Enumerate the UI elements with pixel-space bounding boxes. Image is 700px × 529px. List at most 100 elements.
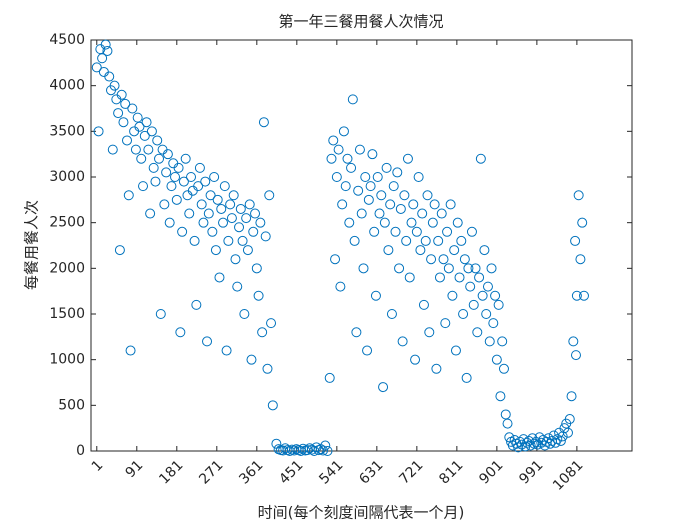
y-tick-label: 1000 — [49, 352, 85, 368]
data-point — [504, 432, 515, 443]
data-point — [577, 217, 588, 228]
data-point — [427, 217, 438, 228]
data-point — [362, 345, 373, 356]
data-point — [440, 318, 451, 329]
data-point — [490, 290, 501, 301]
y-tick-label: 2000 — [49, 260, 85, 276]
data-point — [411, 226, 422, 237]
data-point — [173, 162, 184, 173]
data-point — [420, 235, 431, 246]
y-axis-label: 每餐用餐人次 — [23, 200, 41, 290]
data-point — [342, 153, 353, 164]
data-point — [413, 172, 424, 182]
data-point — [230, 254, 241, 265]
data-point — [216, 203, 227, 214]
data-point — [399, 190, 410, 201]
data-point — [386, 309, 397, 319]
data-point — [138, 181, 149, 192]
data-point — [383, 245, 394, 256]
data-point — [376, 190, 387, 201]
data-point — [324, 372, 335, 383]
data-point — [450, 345, 461, 356]
data-point — [397, 336, 408, 347]
data-point — [221, 345, 232, 356]
data-point — [244, 199, 255, 210]
data-point — [434, 272, 445, 283]
data-point — [122, 135, 133, 146]
data-point — [113, 108, 124, 119]
data-point — [302, 445, 313, 456]
data-point — [205, 190, 216, 201]
data-point — [234, 222, 245, 233]
data-point — [566, 391, 577, 402]
data-point — [180, 153, 191, 164]
data-point — [198, 217, 209, 228]
data-point — [466, 226, 477, 237]
data-point — [356, 208, 367, 219]
data-point — [260, 231, 271, 242]
data-point — [360, 172, 371, 182]
data-point — [262, 363, 273, 374]
data-point — [449, 245, 460, 256]
data-point — [564, 414, 575, 425]
data-point — [433, 235, 444, 246]
data-point — [219, 181, 230, 192]
data-point — [250, 208, 261, 219]
data-point — [143, 144, 154, 155]
data-point — [145, 208, 156, 219]
data-point — [212, 194, 223, 205]
data-point — [258, 117, 269, 128]
data-point — [456, 235, 467, 246]
data-point — [365, 181, 376, 192]
data-point — [196, 199, 207, 210]
data-point — [406, 217, 417, 228]
data-point — [166, 181, 177, 192]
data-point — [354, 144, 365, 155]
data-point — [452, 217, 463, 228]
data-point — [178, 176, 189, 187]
data-point — [335, 281, 346, 292]
data-point — [459, 254, 470, 265]
data-point — [418, 299, 429, 310]
data-point — [150, 176, 161, 187]
data-point — [193, 181, 204, 192]
data-point — [415, 245, 426, 256]
data-point — [120, 98, 131, 109]
data-point — [100, 39, 111, 50]
data-point — [570, 235, 581, 246]
data-point — [436, 208, 447, 219]
data-point — [394, 263, 405, 274]
data-point — [422, 190, 433, 201]
data-point — [191, 299, 202, 310]
data-point — [408, 199, 419, 210]
data-point — [218, 217, 229, 228]
data-point — [322, 446, 333, 456]
data-point — [210, 245, 221, 256]
data-point — [170, 172, 181, 182]
data-point — [97, 53, 108, 64]
data-point — [351, 327, 362, 338]
data-point — [161, 167, 172, 178]
data-point — [404, 272, 415, 283]
data-point — [570, 350, 581, 361]
data-point — [513, 442, 524, 453]
data-point — [484, 336, 495, 347]
data-point — [381, 162, 392, 173]
data-point — [109, 80, 120, 91]
data-point — [257, 327, 268, 338]
data-point — [127, 103, 138, 114]
data-point — [431, 363, 442, 374]
data-point — [392, 167, 403, 178]
data-point — [575, 254, 586, 265]
data-point — [390, 226, 401, 237]
x-axis-label: 时间(每个刻度间隔代表一个月) — [258, 504, 465, 522]
data-point — [349, 235, 360, 246]
data-point — [253, 290, 264, 301]
data-point — [141, 117, 152, 128]
data-point — [477, 290, 488, 301]
data-point — [495, 391, 506, 402]
data-point — [331, 172, 342, 182]
data-point — [475, 153, 486, 164]
y-tick-label: 0 — [76, 443, 85, 459]
